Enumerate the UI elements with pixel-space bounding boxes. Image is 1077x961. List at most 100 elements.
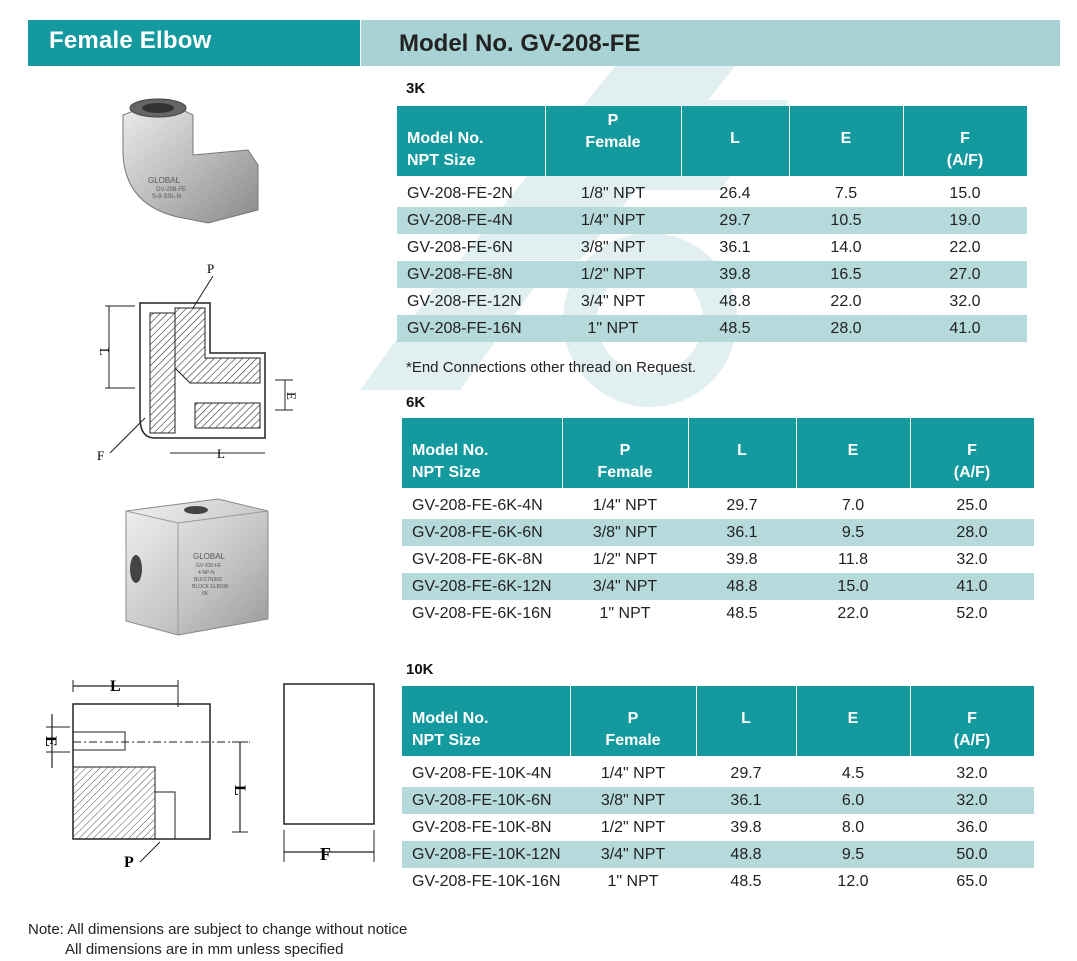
- cell-model: GV-208-FE-4N: [407, 212, 513, 229]
- cell-e: 22.0: [830, 293, 862, 310]
- header-f-af-text: F: [967, 710, 977, 727]
- footnote-line-1: Note: All dimensions are subject to chan…: [28, 921, 408, 938]
- elbow-photo-brand: GLOBAL: [148, 176, 181, 185]
- elbow-photo: GLOBAL GV-208-FE S-8-SSL-N: [122, 98, 259, 224]
- header-separator: [910, 418, 911, 488]
- cell-l: 48.5: [726, 605, 758, 622]
- table-row: GV-208-FE-10K-4N 1/4" NPT 29.7 4.5 32.0: [402, 760, 1034, 787]
- cell-f: 50.0: [956, 846, 988, 863]
- header-l: L: [681, 106, 789, 176]
- header-separator: [545, 106, 546, 176]
- header-e: E: [789, 106, 903, 176]
- block-label-p: P: [124, 854, 134, 871]
- cell-e: 7.0: [841, 497, 865, 514]
- header-l-text: L: [737, 442, 747, 459]
- cell-f: 25.0: [956, 497, 988, 514]
- block-section-drawing: L L E P: [42, 678, 250, 871]
- cell-p: 1" NPT: [599, 605, 651, 622]
- cell-p: 3/4" NPT: [592, 578, 658, 595]
- header-f-af: F (A/F): [910, 418, 1034, 488]
- header-l: L: [688, 418, 796, 488]
- cell-l: 29.7: [719, 212, 751, 229]
- header-separator: [681, 106, 682, 176]
- cell-e: 10.5: [830, 212, 862, 229]
- section-label-10k: 10K: [406, 661, 434, 678]
- table-row: GV-208-FE-8N 1/2" NPT 39.8 16.5 27.0: [397, 261, 1027, 288]
- cell-e: 22.0: [837, 605, 869, 622]
- cell-e: 9.5: [841, 846, 865, 863]
- header-model-no: Model No. NPT Size: [397, 106, 545, 176]
- cell-p: 1/2" NPT: [600, 819, 666, 836]
- header-e-text: E: [847, 710, 859, 727]
- header-bar: Female Elbow Model No. GV-208-FE: [28, 20, 1060, 66]
- block-photo-brand: GLOBAL: [193, 552, 226, 561]
- cell-model: GV-208-FE-10K-8N: [412, 819, 552, 836]
- header-model-no-text: NPT Size: [412, 464, 481, 481]
- cell-p: 1/2" NPT: [592, 551, 658, 568]
- cell-model: GV-208-FE-6K-16N: [412, 605, 552, 622]
- cell-model: GV-208-FE-6N: [407, 239, 513, 256]
- header-model-no-text: Model No.: [412, 442, 489, 459]
- product-title-bar: Female Elbow: [28, 20, 360, 66]
- header-separator: [562, 418, 563, 488]
- elbow-photo-code: S-8-SSL-N: [152, 194, 181, 200]
- header-l: L: [696, 686, 796, 756]
- table-row: GV-208-FE-6K-6N 3/8" NPT 36.1 9.5 28.0: [402, 519, 1034, 546]
- header-l-text: L: [730, 130, 740, 147]
- cell-p: 1" NPT: [607, 873, 659, 890]
- cell-p: 1/4" NPT: [592, 497, 658, 514]
- table-header: Model No. NPT Size P Female L E F (A/F): [402, 418, 1034, 488]
- cell-p: 1/4" NPT: [580, 212, 646, 229]
- cell-model: GV-208-FE-12N: [407, 293, 522, 310]
- drawing-label-p: P: [207, 261, 214, 276]
- cell-p: 1/4" NPT: [600, 765, 666, 782]
- table-row: GV-208-FE-16N 1" NPT 48.5 28.0 41.0: [397, 315, 1027, 342]
- cell-p: 3/8" NPT: [592, 524, 658, 541]
- cell-p: 3/4" NPT: [580, 293, 646, 310]
- table-row: GV-208-FE-6K-16N 1" NPT 48.5 22.0 52.0: [402, 600, 1034, 627]
- header-separator: [903, 106, 904, 176]
- header-p-female: P Female: [545, 106, 681, 176]
- cell-l: 39.8: [730, 819, 762, 836]
- cell-e: 28.0: [830, 320, 862, 337]
- cell-f: 32.0: [956, 765, 988, 782]
- block-photo-model: GV-208-FE: [196, 563, 222, 569]
- header-p-female-text: Female: [605, 732, 661, 749]
- cell-e: 14.0: [830, 239, 862, 256]
- header-separator: [796, 418, 797, 488]
- cell-l: 48.5: [719, 320, 751, 337]
- drawing-label-f: F: [97, 448, 104, 463]
- cell-model: GV-208-FE-6K-4N: [412, 497, 543, 514]
- cell-e: 16.5: [830, 266, 862, 283]
- table-row: GV-208-FE-12N 3/4" NPT 48.8 22.0 32.0: [397, 288, 1027, 315]
- cell-l: 48.8: [730, 846, 762, 863]
- header-e: E: [796, 686, 910, 756]
- cell-f: 27.0: [949, 266, 981, 283]
- block-label-e: E: [42, 736, 59, 747]
- cell-f: 41.0: [949, 320, 981, 337]
- header-p-female-text: Female: [597, 464, 653, 481]
- drawing-label-l-bottom: L: [217, 446, 225, 461]
- product-title: Female Elbow: [49, 27, 212, 54]
- cell-f: 32.0: [956, 551, 988, 568]
- header-e: E: [796, 418, 910, 488]
- cell-e: 8.0: [841, 819, 865, 836]
- header-p-female-text: P: [607, 112, 619, 129]
- cell-p: 1/2" NPT: [580, 266, 646, 283]
- cell-f: 32.0: [949, 293, 981, 310]
- cell-e: 7.5: [834, 185, 858, 202]
- cell-f: 28.0: [956, 524, 988, 541]
- cell-e: 9.5: [841, 524, 865, 541]
- cell-l: 29.7: [730, 765, 762, 782]
- block-side-view: F: [283, 683, 375, 864]
- cell-model: GV-208-FE-10K-12N: [412, 846, 561, 863]
- drawing-label-e: E: [284, 392, 299, 400]
- header-f-af: F (A/F): [910, 686, 1034, 756]
- header-separator: [910, 686, 911, 756]
- cell-f: 36.0: [956, 819, 988, 836]
- cell-l: 36.1: [719, 239, 751, 256]
- header-f-af-text: F: [967, 442, 977, 459]
- table-row: GV-208-FE-4N 1/4" NPT 29.7 10.5 19.0: [397, 207, 1027, 234]
- block-photo-type: BLOCK ELBOW: [192, 584, 229, 590]
- header-p-female: P Female: [562, 418, 688, 488]
